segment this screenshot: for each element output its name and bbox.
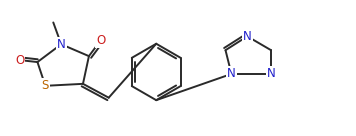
Text: N: N [227,67,236,80]
Text: N: N [267,67,276,80]
Text: N: N [57,38,66,51]
Text: O: O [15,54,24,67]
Text: O: O [96,34,105,47]
Text: S: S [42,79,49,92]
Text: N: N [243,30,252,43]
